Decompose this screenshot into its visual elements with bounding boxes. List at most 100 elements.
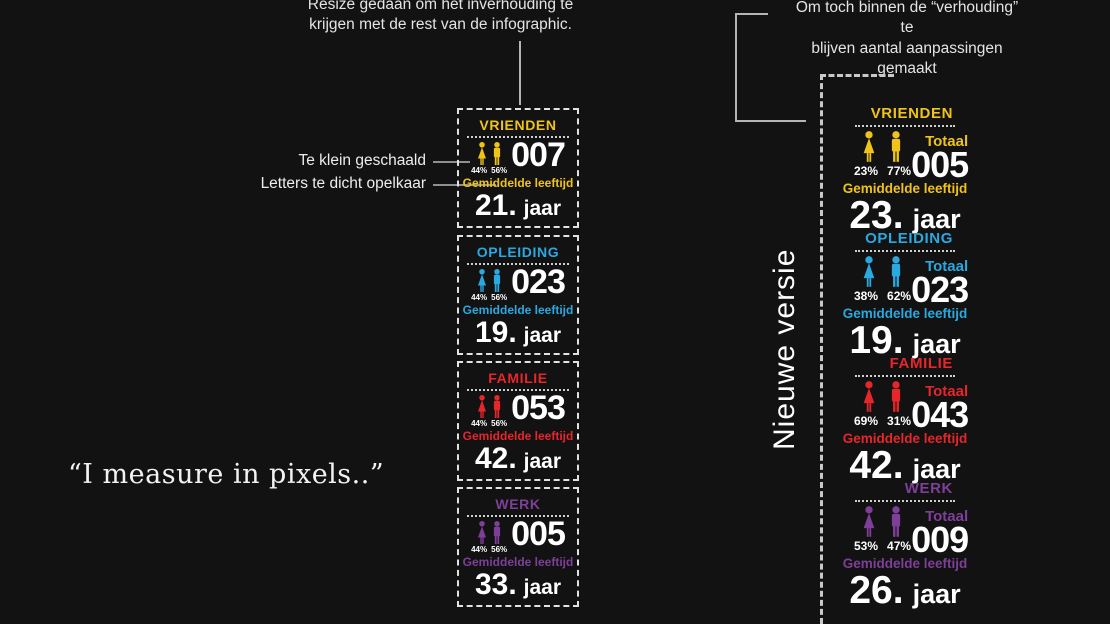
age-unit: jaar	[912, 579, 961, 610]
new-card-werk: WERK 53% 47% Totaal 009 Gemiddelde leeft…	[841, 480, 969, 610]
gender-icon-column: 44% 56%	[471, 521, 507, 554]
total-block: Totaal 043	[911, 381, 969, 435]
card-main: 69% 31% Totaal 043	[841, 381, 969, 435]
male-icon	[891, 256, 901, 287]
gender-icon-column: 44% 56%	[471, 142, 507, 175]
dotted-separator	[467, 515, 569, 517]
male-percentage: 56%	[491, 545, 508, 554]
female-icon	[863, 256, 875, 287]
total-count: 023	[911, 268, 969, 310]
female-icon	[863, 506, 875, 537]
male-icon	[891, 506, 901, 537]
female-percentage: 44%	[471, 293, 488, 302]
age-unit: jaar	[912, 204, 961, 235]
total-count: 043	[911, 393, 969, 435]
bracket-vertical-line	[735, 13, 737, 121]
average-age-value: 19. jaar	[459, 318, 577, 348]
card-title: OPLEIDING	[865, 230, 953, 247]
total-block: Totaal 023	[911, 256, 969, 310]
male-icon	[891, 131, 901, 162]
average-age-value: 42. jaar	[459, 444, 577, 474]
age-number: 23.	[849, 194, 904, 238]
card-title: VRIENDEN	[870, 105, 953, 122]
total-count: 007	[511, 136, 566, 174]
new-card-vrienden: VRIENDEN 23% 77% Totaal 005 Gemiddelde l…	[841, 105, 969, 235]
male-percentage: 31%	[887, 414, 912, 428]
note-small-scale-line	[433, 161, 470, 163]
card-title: FAMILIE	[889, 355, 953, 372]
average-age-label: Gemiddelde leeftijd	[462, 429, 574, 443]
new-card-opleiding: OPLEIDING 38% 62% Totaal 023 Gemiddelde …	[841, 230, 969, 360]
female-percentage: 53%	[854, 539, 879, 553]
gender-icon-column: 69% 31%	[854, 381, 911, 428]
new-panel-left-border	[820, 74, 823, 624]
average-age-value: 23. jaar	[841, 196, 969, 235]
male-percentage: 77%	[887, 164, 912, 178]
note-small-scale: Te klein geschaald	[298, 152, 426, 169]
female-icon	[477, 142, 486, 165]
new-panel-top-border	[820, 74, 894, 77]
total-count: 023	[511, 263, 566, 301]
age-number: 33.	[474, 568, 517, 601]
female-percentage: 44%	[471, 419, 488, 428]
dotted-separator	[855, 500, 955, 502]
age-unit: jaar	[523, 450, 562, 473]
annotation-top-left-line1: Resize gedaan om het inverhouding te	[307, 0, 574, 13]
annotation-top-right-line2: blijven aantal aanpassingen gemaakt	[811, 39, 1003, 78]
total-count: 005	[911, 143, 969, 185]
male-percentage: 47%	[887, 539, 912, 553]
male-icon	[493, 142, 500, 165]
note-letters-line	[433, 184, 496, 186]
designer-quote: “I measure in pixels..”	[68, 459, 385, 490]
total-count: 053	[511, 389, 566, 427]
female-icon	[863, 131, 875, 162]
male-percentage: 62%	[887, 289, 912, 303]
age-unit: jaar	[912, 329, 961, 360]
old-card-familie: FAMILIE 44% 56% 053 Gemiddelde leeftijd …	[457, 361, 579, 481]
dotted-separator	[855, 375, 955, 377]
old-card-vrienden: VRIENDEN 44% 56% 007 Gemiddelde leeftijd…	[457, 108, 579, 228]
average-age-label: Gemiddelde leeftijd	[842, 556, 968, 572]
age-number: 42.	[474, 442, 517, 475]
average-age-label: Gemiddelde leeftijd	[842, 306, 968, 322]
note-letters: Letters te dicht opelkaar	[260, 175, 426, 192]
male-percentage: 56%	[491, 293, 508, 302]
card-title: OPLEIDING	[476, 244, 560, 260]
annotation-top-right-line1: Om toch binnen de “verhouding” te	[795, 0, 1019, 37]
gender-icon-column: 44% 56%	[471, 395, 507, 428]
total-label: Totaal	[925, 258, 969, 275]
card-title: FAMILIE	[488, 370, 548, 386]
bracket-bottom-line	[735, 120, 806, 122]
age-number: 21.	[474, 189, 517, 222]
female-percentage: 44%	[471, 545, 488, 554]
age-unit: jaar	[523, 197, 562, 220]
average-age-value: 33. jaar	[459, 570, 577, 600]
male-icon	[493, 395, 500, 418]
average-age-label: Gemiddelde leeftijd	[842, 181, 968, 197]
average-age-value: 21. jaar	[459, 191, 577, 221]
total-label: Totaal	[925, 133, 969, 150]
male-percentage: 56%	[491, 419, 508, 428]
male-icon	[493, 269, 500, 292]
card-title: VRIENDEN	[479, 117, 557, 133]
age-number: 26.	[849, 569, 904, 613]
age-number: 19.	[474, 316, 517, 349]
female-percentage: 44%	[471, 166, 488, 175]
average-age-label: Gemiddelde leeftijd	[462, 303, 574, 317]
dotted-separator	[467, 136, 569, 138]
total-block: Totaal 009	[911, 506, 969, 557]
gender-icon-column: 44% 56%	[471, 269, 507, 302]
average-age-value: 42. jaar	[841, 446, 969, 485]
total-label: Totaal	[925, 508, 969, 525]
card-main: 44% 56% 007	[459, 136, 577, 175]
female-icon	[863, 381, 875, 412]
female-icon	[477, 521, 486, 544]
card-main: 23% 77% Totaal 005	[841, 131, 969, 185]
age-unit: jaar	[523, 576, 562, 599]
total-label: Totaal	[925, 383, 969, 400]
male-percentage: 56%	[491, 166, 508, 175]
new-card-familie: FAMILIE 69% 31% Totaal 043 Gemiddelde le…	[841, 355, 969, 485]
total-count: 005	[511, 515, 566, 553]
dotted-separator	[467, 263, 569, 265]
